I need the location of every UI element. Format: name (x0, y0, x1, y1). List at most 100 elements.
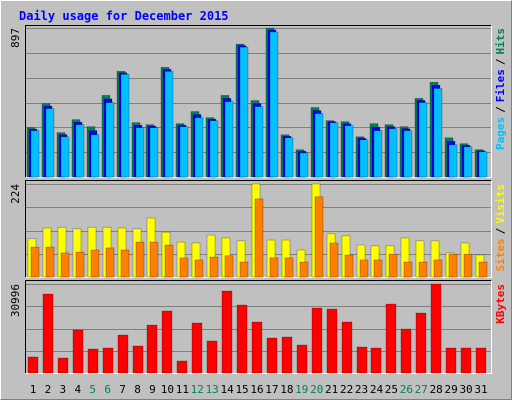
bar (224, 101, 234, 178)
bar (75, 124, 85, 178)
bar (254, 198, 264, 278)
x-tick-label: 18 (280, 383, 293, 396)
legend-entry: Pages (494, 117, 507, 150)
bar (60, 136, 70, 178)
bar (403, 130, 413, 178)
bar (269, 31, 279, 178)
bar (221, 290, 233, 374)
bar (370, 347, 382, 374)
bar (433, 88, 443, 178)
bar (146, 324, 158, 374)
bar (117, 334, 129, 374)
bar (359, 139, 369, 178)
bar (284, 137, 294, 178)
x-tick-label: 7 (119, 383, 126, 396)
y-tick-label: 30996 (9, 284, 22, 317)
x-tick-label: 6 (104, 383, 111, 396)
bar (42, 293, 54, 374)
bar (30, 130, 40, 178)
bar (478, 151, 488, 178)
legend-entry: Hits (494, 28, 507, 55)
legend: KBytes (494, 284, 507, 324)
panel-light (25, 280, 492, 374)
bar (60, 252, 70, 278)
bar (105, 102, 115, 178)
bar (373, 259, 383, 278)
bar (269, 257, 279, 278)
bar (149, 127, 159, 178)
bar (87, 348, 99, 374)
x-tick-label: 5 (89, 383, 96, 396)
x-tick-label: 30 (459, 383, 472, 396)
legend-entry: Files (494, 69, 507, 102)
bar (463, 253, 473, 278)
x-tick-label: 22 (340, 383, 353, 396)
bar (206, 340, 218, 374)
bar (314, 113, 324, 178)
legend-entry: Sites (494, 238, 507, 271)
bar (179, 257, 189, 278)
bar (430, 283, 442, 374)
legend-entry: KBytes (494, 284, 507, 324)
legend: Sites / Visits (494, 184, 507, 272)
x-tick-label: 10 (161, 383, 174, 396)
x-tick-label: 3 (60, 383, 67, 396)
bar (418, 261, 428, 278)
bar (359, 259, 369, 278)
legend-entry: Visits (494, 184, 507, 224)
bar (460, 347, 472, 374)
bar (403, 261, 413, 278)
bar (30, 246, 40, 278)
x-tick-label: 17 (265, 383, 278, 396)
chart-title: Daily usage for December 2015 (19, 9, 229, 23)
panel-shadow (25, 180, 492, 278)
bar (120, 249, 130, 278)
bar (135, 241, 145, 278)
bar (344, 125, 354, 178)
bar (296, 344, 308, 374)
x-tick-label: 13 (206, 383, 219, 396)
bar (194, 259, 204, 278)
x-tick-label: 31 (474, 383, 487, 396)
x-tick-label: 11 (176, 383, 189, 396)
bar (161, 310, 173, 374)
x-tick-label: 15 (235, 383, 248, 396)
x-tick-label: 29 (445, 383, 458, 396)
x-tick-label: 2 (45, 383, 52, 396)
bar (224, 255, 234, 278)
x-tick-label: 1 (30, 383, 37, 396)
x-tick-label: 25 (385, 383, 398, 396)
bar (311, 307, 323, 374)
x-tick-label: 20 (310, 383, 323, 396)
x-tick-label: 4 (74, 383, 81, 396)
legend-separator: / (494, 58, 507, 65)
x-tick-label: 12 (191, 383, 204, 396)
bar (326, 308, 338, 374)
bar (388, 128, 398, 178)
bar (102, 347, 114, 374)
bar (448, 144, 458, 178)
bar (356, 346, 368, 374)
bar (299, 261, 309, 278)
bar (164, 71, 174, 178)
legend-separator: / (494, 106, 507, 113)
x-tick-label: 14 (221, 383, 235, 396)
bar (448, 253, 458, 278)
bar (284, 257, 294, 278)
bar (239, 46, 249, 178)
bar (149, 241, 159, 278)
y-tick-label: 224 (9, 184, 22, 204)
bar (132, 345, 144, 374)
bar (164, 244, 174, 278)
bar (266, 337, 278, 374)
bar (90, 134, 100, 178)
x-tick-label: 23 (355, 383, 368, 396)
bar (281, 336, 293, 374)
legend-separator: / (494, 227, 507, 234)
bar (329, 242, 339, 278)
bar (105, 247, 115, 278)
x-tick-label: 19 (295, 383, 308, 396)
bar (373, 130, 383, 178)
bar (400, 328, 412, 374)
